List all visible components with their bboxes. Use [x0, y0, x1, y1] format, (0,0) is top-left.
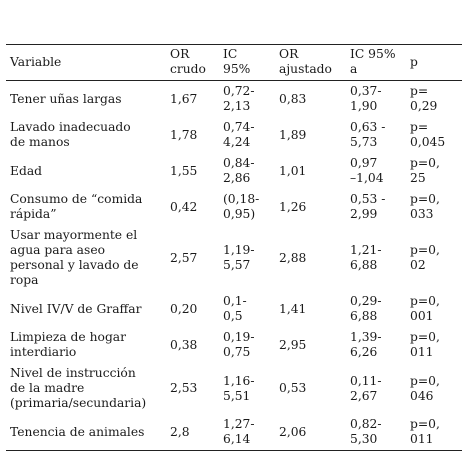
cell-variable: Tenencia de animales: [10, 424, 145, 439]
cell-p-value: p=0, 046: [410, 373, 440, 403]
cell-or-crudo: 1,55: [170, 163, 198, 178]
cell-or-ajustado: 1,26: [279, 199, 307, 214]
cell-or-ajustado: 0,53: [279, 381, 307, 395]
cell-variable: Nivel IV/V de Graffar: [10, 301, 142, 316]
table-row: Lavado inadecuado de manos 1,78 0,74- 4,…: [6, 117, 462, 153]
cell-or-crudo: 2,8: [170, 424, 190, 439]
cell-ic-95: (0,18- 0,95): [223, 192, 260, 221]
cell-ic-95-ajustado: 0,82- 5,30: [350, 417, 382, 446]
cell-variable: Tener uñas largas: [10, 91, 122, 106]
cell-ic-95: 0,84- 2,86: [223, 156, 255, 185]
cell-ic-95: 1,19- 5,57: [223, 243, 255, 272]
cell-ic-95: 0,74- 4,24: [223, 120, 255, 149]
cell-or-ajustado: 1,41: [279, 301, 307, 316]
cell-p-value: p=0, 033: [410, 192, 440, 221]
cell-variable: Nivel de instrucción de la madre (primar…: [10, 366, 147, 410]
cell-or-crudo: 0,42: [170, 199, 198, 214]
odds-ratio-table: Variable OR crudo IC 95% OR ajustado IC …: [6, 44, 462, 451]
cell-p-value: p=0, 02: [410, 243, 440, 272]
cell-variable: Edad: [10, 163, 43, 178]
cell-variable: Consumo de “comida rápida”: [10, 192, 143, 221]
header-or-crudo: OR crudo: [170, 47, 206, 76]
cell-or-ajustado: 0,83: [279, 91, 307, 106]
cell-p-value: p=0, 25: [410, 156, 440, 185]
cell-ic-95-ajustado: 0,29- 6,88: [350, 294, 382, 323]
cell-or-ajustado: 2,06: [279, 424, 307, 439]
table-row: Tener uñas largas 1,67 0,72- 2,13 0,83 0…: [6, 81, 462, 118]
cell-ic-95: 0,72- 2,13: [223, 84, 255, 113]
header-ic-95: IC 95%: [223, 47, 251, 76]
cell-or-crudo: 1,78: [170, 127, 198, 142]
table-row: Consumo de “comida rápida” 0,42 (0,18- 0…: [6, 189, 462, 225]
cell-ic-95-ajustado: 0,97 –1,04: [350, 156, 384, 185]
header-or-ajustado: OR ajustado: [279, 47, 332, 76]
cell-ic-95-ajustado: 1,21- 6,88: [350, 243, 382, 272]
table-body: Tener uñas largas 1,67 0,72- 2,13 0,83 0…: [6, 81, 462, 451]
header-p-value: p: [410, 54, 418, 69]
cell-p-value: p=0, 011: [410, 330, 440, 359]
cell-ic-95: 1,27- 6,14: [223, 417, 255, 446]
header-ic-95-ajustado: IC 95% a: [350, 47, 396, 76]
cell-or-crudo: 2,53: [170, 381, 198, 395]
cell-or-crudo: 1,67: [170, 91, 198, 106]
cell-p-value: p= 0,29: [410, 84, 438, 113]
cell-ic-95: 1,16- 5,51: [223, 373, 255, 403]
cell-ic-95: 0,1- 0,5: [223, 294, 247, 323]
table-row: Tenencia de animales 2,8 1,27- 6,14 2,06…: [6, 414, 462, 451]
cell-variable: Usar mayormente el agua para aseo person…: [10, 228, 139, 287]
table-row: Nivel de instrucción de la madre (primar…: [6, 363, 462, 414]
cell-ic-95-ajustado: 1,39- 6,26: [350, 330, 382, 359]
cell-ic-95-ajustado: 0,11- 2,67: [350, 373, 382, 403]
cell-ic-95-ajustado: 0,53 - 2,99: [350, 192, 386, 221]
cell-or-crudo: 2,57: [170, 250, 198, 265]
table-header: Variable OR crudo IC 95% OR ajustado IC …: [6, 44, 462, 81]
table-row: Limpieza de hogar interdiario 0,38 0,19-…: [6, 327, 462, 363]
cell-ic-95-ajustado: 0,37- 1,90: [350, 84, 382, 113]
cell-ic-95: 0,19- 0,75: [223, 330, 255, 359]
table-row: Usar mayormente el agua para aseo person…: [6, 225, 462, 291]
cell-variable: Lavado inadecuado de manos: [10, 120, 131, 149]
cell-variable: Limpieza de hogar interdiario: [10, 330, 127, 359]
cell-or-ajustado: 2,88: [279, 250, 307, 265]
cell-p-value: p=0, 011: [410, 417, 440, 446]
cell-p-value: p=0, 001: [410, 294, 440, 323]
cell-or-ajustado: 2,95: [279, 337, 307, 352]
cell-or-crudo: 0,38: [170, 337, 198, 352]
header-variable: Variable: [10, 54, 62, 69]
cell-p-value: p= 0,045: [410, 120, 446, 149]
table-row: Nivel IV/V de Graffar 0,20 0,1- 0,5 1,41…: [6, 291, 462, 327]
cell-or-ajustado: 1,89: [279, 127, 307, 142]
cell-or-ajustado: 1,01: [279, 163, 307, 178]
table-row: Edad 1,55 0,84- 2,86 1,01 0,97 –1,04 p=0…: [6, 153, 462, 189]
cell-or-crudo: 0,20: [170, 301, 198, 316]
cell-ic-95-ajustado: 0,63 - 5,73: [350, 120, 386, 149]
results-table-container: Variable OR crudo IC 95% OR ajustado IC …: [6, 44, 462, 451]
header-row: Variable OR crudo IC 95% OR ajustado IC …: [6, 44, 462, 81]
